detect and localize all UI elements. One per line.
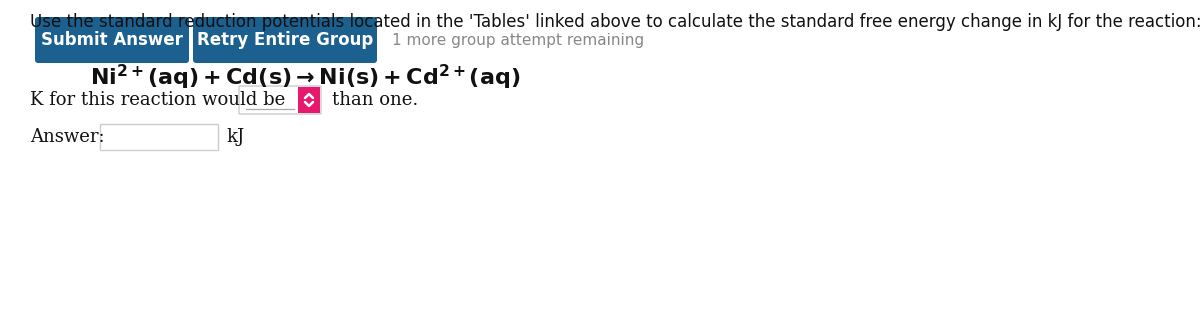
Text: Answer:: Answer: (30, 128, 104, 146)
Text: 1 more group attempt remaining: 1 more group attempt remaining (392, 32, 644, 48)
FancyBboxPatch shape (193, 17, 377, 63)
Text: Use the standard reduction potentials located in the 'Tables' linked above to ca: Use the standard reduction potentials lo… (30, 13, 1200, 31)
Text: K for this reaction would be: K for this reaction would be (30, 91, 286, 109)
Text: kJ: kJ (226, 128, 245, 146)
Text: $\mathbf{Ni^{2+}(aq) + Cd(s) \rightarrow Ni(s) + Cd^{2+}(aq)}$: $\mathbf{Ni^{2+}(aq) + Cd(s) \rightarrow… (90, 63, 521, 92)
Text: Retry Entire Group: Retry Entire Group (197, 31, 373, 49)
FancyBboxPatch shape (100, 124, 218, 150)
Text: Submit Answer: Submit Answer (41, 31, 182, 49)
Text: than one.: than one. (332, 91, 419, 109)
FancyBboxPatch shape (298, 87, 320, 113)
FancyBboxPatch shape (239, 86, 322, 114)
FancyBboxPatch shape (35, 17, 190, 63)
